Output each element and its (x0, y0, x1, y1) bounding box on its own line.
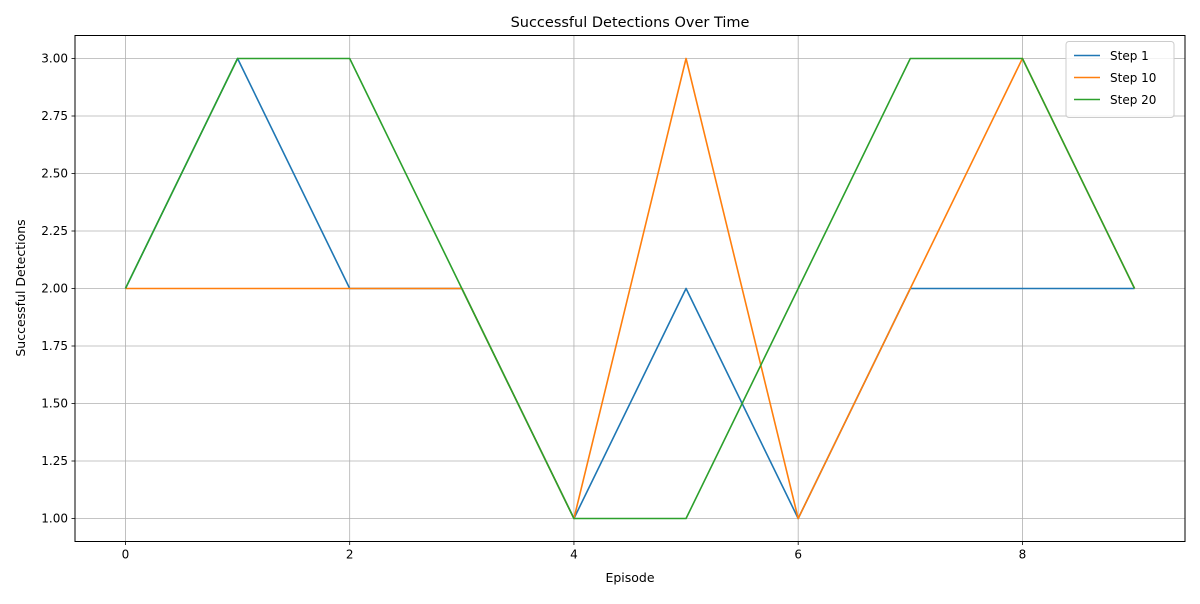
y-tick-label: 2.50 (41, 167, 68, 181)
chart-title: Successful Detections Over Time (511, 15, 750, 31)
y-tick-label: 2.25 (41, 224, 68, 238)
legend: Step 1 Step 10 Step 20 (1065, 41, 1175, 118)
y-tick-label: 1.75 (41, 339, 68, 353)
y-tick-label: 1.50 (41, 397, 68, 411)
y-tick-label: 1.25 (41, 454, 68, 468)
legend-box (1065, 41, 1175, 118)
y-tick-label: 2.00 (41, 282, 68, 296)
x-tick-label: 0 (122, 548, 130, 562)
y-axis-label: Successful Detections (13, 219, 28, 356)
series-line-1 (124, 57, 1135, 520)
legend-label-2: Step 10 (1110, 71, 1156, 85)
x-tick-label: 6 (794, 548, 802, 562)
series-line-3 (124, 57, 1136, 520)
y-tick-label: 2.75 (41, 109, 68, 123)
series-lines (124, 57, 1136, 520)
x-tick-label: 8 (1019, 548, 1027, 562)
legend-label-3: Step 20 (1110, 93, 1156, 107)
series-line-2 (125, 57, 1136, 520)
x-axis-label: Episode (605, 570, 654, 585)
y-tick-label: 1.00 (41, 512, 68, 526)
x-tick-label: 4 (570, 548, 578, 562)
legend-label-1: Step 1 (1110, 49, 1149, 63)
y-tick-label: 3.00 (41, 52, 68, 66)
axis-ticks: 0 2 4 6 8 1.00 1.25 1.50 1.75 2.00 2.25 2.50 2.75 3.0… (41, 52, 1026, 562)
x-tick-label: 2 (346, 548, 354, 562)
